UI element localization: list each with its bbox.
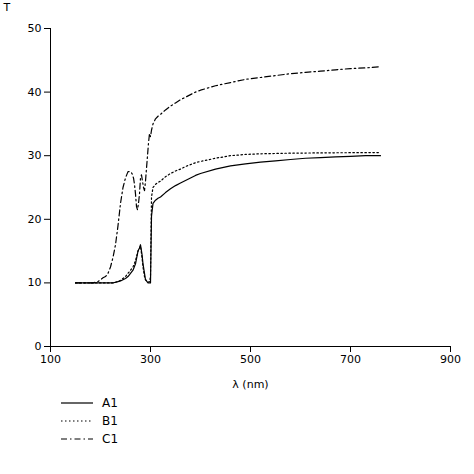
svg-text:10: 10 [28,276,42,289]
svg-text:40: 40 [28,86,42,99]
html-text:C1: C1 [102,432,118,446]
svg-text:300: 300 [140,353,161,366]
svg-text:20: 20 [28,213,42,226]
svg-text:900: 900 [440,353,461,366]
svg-text:30: 30 [28,149,42,162]
svg-text:T: T [3,1,11,14]
svg-text:500: 500 [240,353,261,366]
html-text:B1: B1 [102,414,118,428]
html-text:A1: A1 [102,396,118,410]
svg-text:100: 100 [40,353,61,366]
svg-text:0: 0 [35,340,42,353]
svg-text:50: 50 [28,22,42,35]
svg-text:λ (nm): λ (nm) [232,378,268,391]
svg-text:700: 700 [340,353,361,366]
